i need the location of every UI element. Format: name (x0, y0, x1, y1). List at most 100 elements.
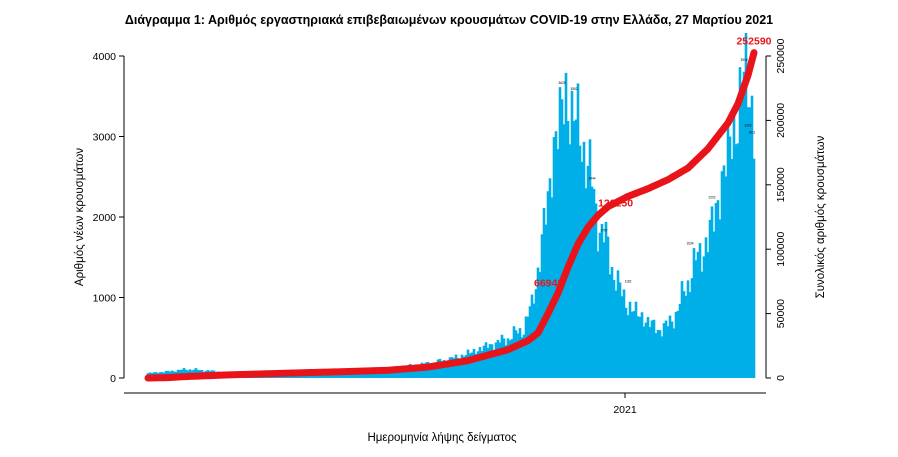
bar (644, 322, 648, 378)
bar (614, 290, 618, 378)
bar (456, 357, 460, 378)
bar (600, 223, 604, 378)
bar (654, 333, 658, 378)
bar-value-label: 3011 (749, 131, 756, 135)
bar (542, 208, 546, 378)
bar (458, 359, 462, 378)
y-tick-label: 4000 (93, 51, 117, 63)
y-axis-left: 0 1000 2000 3000 4000 (93, 51, 125, 385)
chart-title: Διάγραμμα 1: Αριθμός εργαστηριακά επιβεβ… (125, 13, 773, 27)
bar (668, 315, 672, 378)
bar (454, 354, 458, 378)
bar (630, 311, 634, 378)
bar (638, 316, 642, 378)
bar (580, 161, 584, 378)
x-axis: 2021 (124, 392, 766, 416)
bar (450, 357, 454, 378)
bar (696, 251, 700, 378)
bar (674, 311, 678, 378)
bar (676, 310, 680, 378)
bar (618, 282, 622, 378)
bar (728, 136, 732, 378)
bar (526, 316, 530, 378)
bar (642, 326, 646, 378)
cumulative-line (144, 49, 758, 382)
bar (578, 145, 582, 378)
bar (404, 367, 408, 378)
bar (400, 368, 404, 378)
bar (508, 340, 512, 378)
bar (500, 334, 504, 378)
bar (686, 280, 690, 378)
bar (710, 206, 714, 378)
bar (462, 356, 466, 378)
y-axis-right: 0 50000 100000 150000 200000 250000 (765, 38, 787, 381)
bar (446, 362, 450, 378)
bar (564, 72, 568, 378)
bar (422, 364, 426, 378)
bar (182, 368, 186, 378)
bar (752, 158, 756, 378)
bar (398, 367, 402, 378)
bar (634, 301, 638, 378)
bar (452, 358, 456, 378)
bar (514, 330, 518, 378)
bar (750, 95, 754, 379)
bar (622, 289, 626, 378)
bar-value-label: 3916 (740, 58, 747, 62)
bar (460, 354, 464, 378)
bar (730, 159, 734, 378)
x-tick-label: 2021 (613, 404, 637, 416)
bar (690, 278, 694, 378)
bar (492, 350, 496, 378)
bar (510, 339, 514, 378)
bar (694, 260, 698, 378)
bar (480, 351, 484, 378)
bar (468, 353, 472, 378)
bar (478, 347, 482, 378)
bar (520, 337, 524, 378)
bar (620, 296, 624, 378)
y-tick-label: 0 (110, 373, 116, 385)
bar (660, 336, 664, 378)
y-tick-label: 2000 (93, 212, 117, 224)
bar (702, 256, 706, 378)
bar (428, 365, 432, 378)
bar (678, 303, 682, 378)
bar (610, 266, 614, 378)
bar (646, 317, 650, 378)
y2-tick-label: 50000 (775, 299, 787, 328)
bar (592, 188, 596, 378)
x-axis-label: Ημερομηνία λήψης δείγματος (367, 432, 517, 444)
bar (662, 323, 666, 378)
bar (736, 143, 740, 378)
bar (562, 124, 566, 378)
bar (740, 84, 744, 379)
bar (688, 292, 692, 378)
bar (566, 120, 570, 378)
bar (496, 339, 500, 378)
bar (684, 295, 688, 378)
bar (704, 237, 708, 378)
bar (444, 361, 448, 378)
bar (474, 353, 478, 378)
y2-tick-label: 200000 (775, 103, 787, 138)
plot-area: 3625 3552 3916 1162 2202 3011 2444 1797 1634 3102… (144, 33, 772, 382)
bar (682, 291, 686, 378)
y-tick-label: 1000 (93, 293, 117, 305)
cumulative-annotation: 126250 (598, 198, 633, 210)
bar (504, 345, 508, 378)
bar-value-label: 3552 (570, 87, 577, 91)
bar (718, 219, 722, 378)
cumulative-annotation: 66948 (534, 278, 563, 290)
bar (680, 281, 684, 378)
bar (532, 303, 536, 378)
bar (746, 107, 750, 379)
y2-tick-label: 0 (775, 375, 787, 381)
bar (706, 252, 710, 378)
bar (716, 200, 720, 378)
bar (602, 242, 606, 378)
bar (518, 328, 522, 378)
bar (656, 329, 660, 378)
bar-value-label: 1162 (625, 279, 632, 283)
